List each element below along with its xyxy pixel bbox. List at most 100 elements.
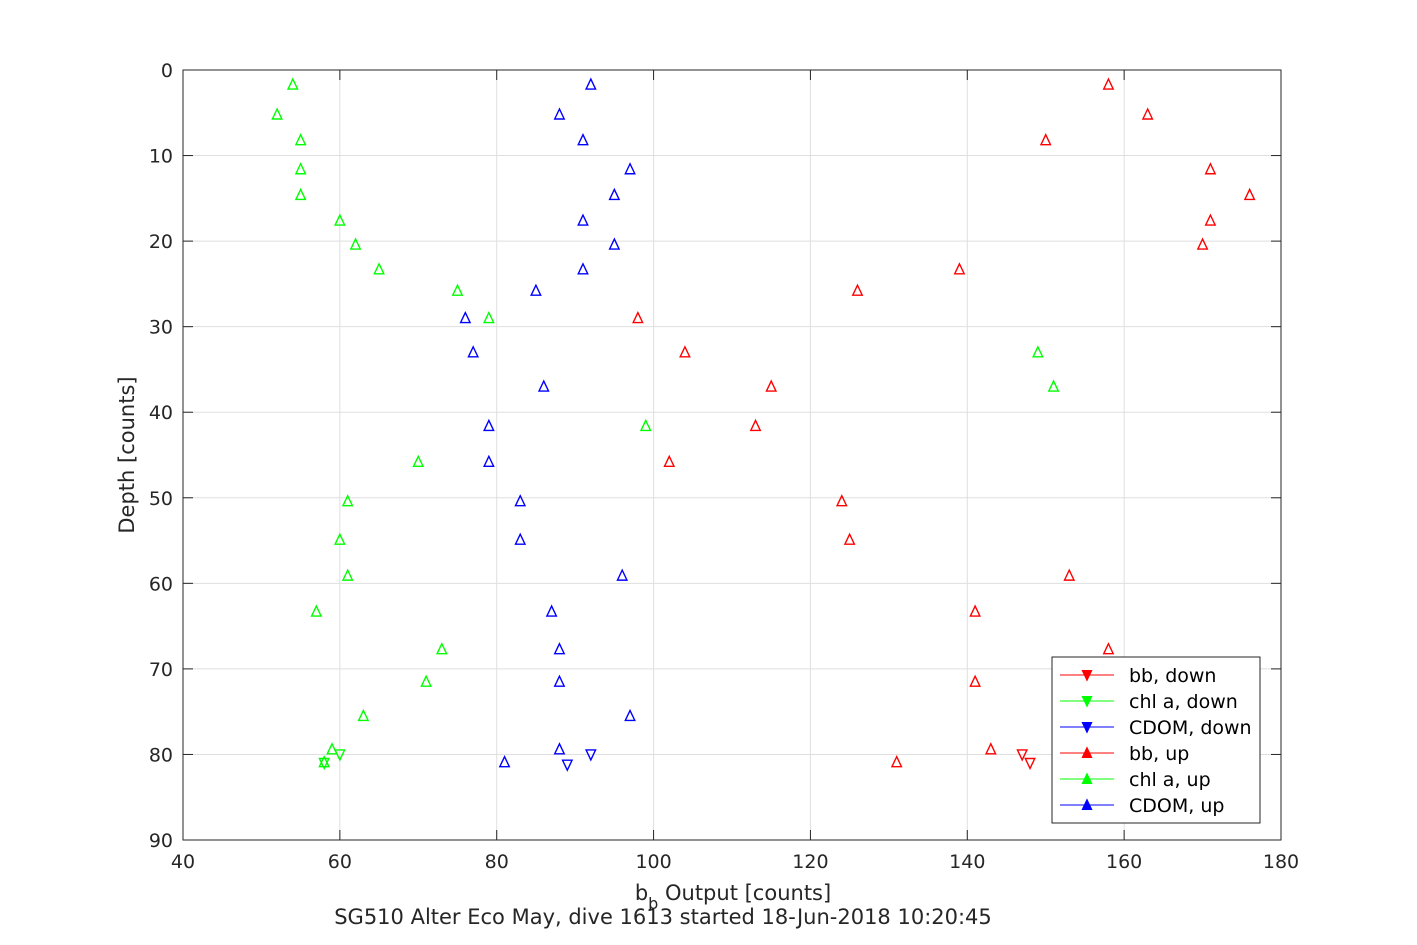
data-point-chl-a-up [310,604,323,617]
data-point-cdom-up [584,77,597,90]
data-point-bb-up [953,262,966,275]
data-point-cdom-up [624,708,636,722]
x-tick-label: 100 [635,851,671,873]
data-point-bb-up [1204,213,1217,226]
data-point-cdom-up [608,187,621,201]
data-point-chl-a-up [333,532,346,545]
y-tick-label: 0 [161,60,173,82]
x-tick-label: 140 [949,851,985,873]
data-point-cdom-up [514,532,527,545]
legend-marker [1081,746,1093,758]
data-point-cdom-up [467,345,480,358]
data-point-cdom-down [561,759,574,772]
axes-box [182,69,1282,841]
y-axis-label: Depth [counts] [115,376,139,533]
data-point-bb-down [1024,757,1036,771]
legend-label: chl a, down [1129,691,1238,713]
data-point-cdom-up [514,494,527,507]
data-point-chl-a-up [373,262,385,275]
data-point-chl-a-up [271,107,283,120]
y-tick-label: 30 [149,317,173,339]
data-point-bb-up [1196,237,1209,250]
data-point-bb-up [1039,133,1052,146]
x-tick-label: 160 [1106,851,1142,873]
data-point-chl-a-up [435,642,448,655]
legend: bb, down chl a, down CDOM, down bb, up chl a… [1051,656,1261,824]
legend-label: CDOM, down [1129,717,1252,739]
data-point-chl-a-up [1032,345,1044,358]
data-point-cdom-up [577,133,589,146]
x-axis-label: bb Output [counts] [635,881,831,913]
x-tick-label: 60 [328,851,352,873]
legend-label: bb, up [1129,743,1189,765]
legend-label: chl a, up [1129,769,1211,791]
y-tick-label: 20 [149,231,173,253]
data-point-bb-up [890,755,903,768]
y-tick-label: 70 [149,659,173,681]
data-point-cdom-up [553,107,566,120]
data-point-chl-a-up [357,708,370,722]
data-point-cdom-up [608,237,621,250]
data-point-bb-up [851,283,864,296]
data-point-cdom-up [624,162,636,175]
data-point-cdom-up [616,568,629,581]
x-tick-label: 180 [1263,851,1299,873]
legend-label: CDOM, up [1129,795,1224,817]
data-point-chl-a-down [318,757,331,771]
data-point-bb-up [1141,107,1154,120]
data-point-chl-a-up [639,418,652,432]
y-tick-label: 40 [149,402,173,424]
data-point-chl-a-up [1047,379,1060,392]
legend-label: bb, down [1129,665,1216,687]
data-point-cdom-down [584,749,597,762]
x-axis-label-rest: Output [counts] [658,881,831,905]
x-tick-label: 40 [171,851,195,873]
data-point-bb-up [1243,187,1256,201]
plot-area: 40 60 80 100 120 140 160 180 0 10 20 30 40 50 60 70 80 90 [149,60,1299,873]
data-point-chl-a-down [333,749,346,762]
data-point-bb-up [1204,162,1217,175]
y-tick-label: 10 [149,146,173,168]
data-point-cdom-up [483,418,495,432]
data-point-chl-a-up [483,310,495,324]
data-point-cdom-up [483,454,495,468]
data-point-chl-a-up [318,755,331,768]
x-axis-label-subscript: b [648,894,658,913]
data-point-chl-a-up [286,77,299,90]
data-point-bb-up [663,454,676,468]
data-point-chl-a-up [412,454,425,468]
legend-marker [1081,722,1093,734]
y-tick-label: 50 [149,488,173,510]
x-axis-label-main: b [635,881,648,905]
data-point-cdom-up [545,604,558,617]
data-point-chl-a-up [294,187,307,201]
y-tick-label: 90 [149,830,173,852]
data-point-bb-up [835,494,848,507]
data-point-bb-up [1063,568,1076,581]
data-point-bb-up [749,418,762,432]
data-point-bb-up [1102,642,1115,655]
data-point-cdom-up [577,213,589,226]
legend-box [1051,656,1261,824]
data-point-cdom-up [553,742,566,755]
data-point-chl-a-up [326,742,338,755]
data-point-cdom-up [530,283,542,296]
legend-marker [1081,798,1093,810]
data-point-chl-a-up [294,133,307,146]
legend-marker [1081,772,1093,784]
data-point-bb-up [843,532,856,545]
data-point-chl-a-up [451,283,464,296]
y-tick-label: 80 [149,744,173,766]
data-point-cdom-up [577,262,589,275]
data-point-bb-down [1016,749,1029,762]
data-point-bb-up [969,674,981,687]
y-tick-label: 60 [149,573,173,595]
x-tick-label: 80 [485,851,509,873]
data-point-cdom-up [537,379,550,392]
data-point-bb-up [969,604,981,617]
data-point-chl-a-up [333,213,346,226]
legend-marker [1081,670,1093,682]
data-point-cdom-up [498,755,511,768]
data-point-bb-up [679,345,691,358]
